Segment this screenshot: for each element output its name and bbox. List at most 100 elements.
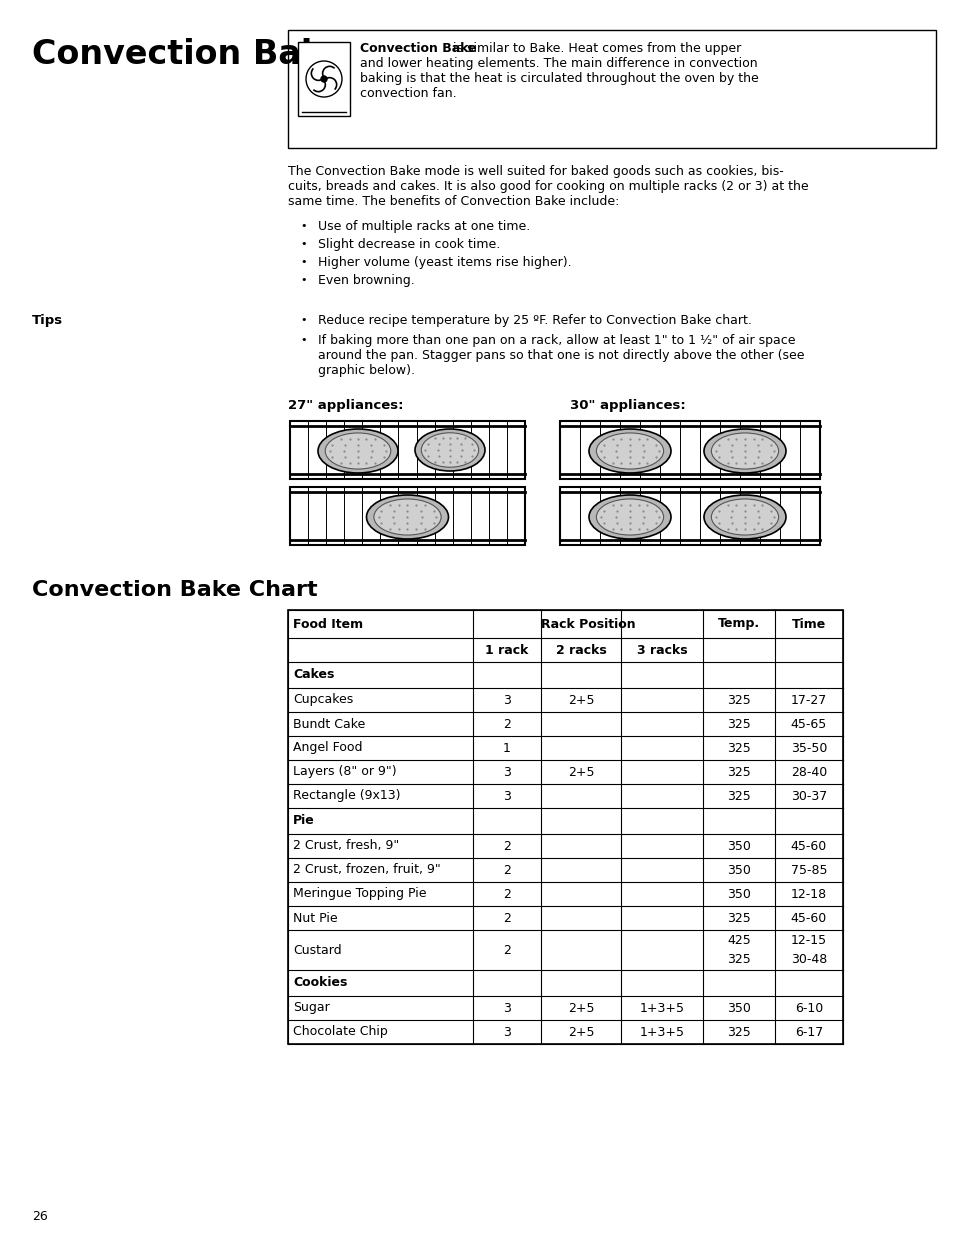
Text: •: •	[299, 221, 306, 231]
Text: 1 rack: 1 rack	[485, 643, 528, 657]
Text: 2: 2	[502, 840, 511, 852]
Bar	[290, 487, 524, 545]
Text: 17-27: 17-27	[790, 694, 826, 706]
Text: Cookies: Cookies	[293, 977, 347, 989]
Text: 2+5: 2+5	[567, 694, 594, 706]
Text: 350: 350	[726, 888, 750, 900]
Text: The Convection Bake mode is well suited for baked goods such as cookies, bis-: The Convection Bake mode is well suited …	[288, 165, 783, 178]
Text: 2: 2	[502, 888, 511, 900]
Text: Even browning.: Even browning.	[317, 274, 415, 287]
Text: Bundt Cake: Bundt Cake	[293, 718, 365, 730]
Text: same time. The benefits of Convection Bake include:: same time. The benefits of Convection Ba…	[288, 195, 618, 207]
Text: Temp.: Temp.	[718, 618, 760, 631]
Text: Tips: Tips	[32, 314, 63, 327]
Text: 27" appliances:: 27" appliances:	[288, 399, 403, 412]
Text: 1+3+5: 1+3+5	[639, 1025, 684, 1039]
Text: Higher volume (yeast items rise higher).: Higher volume (yeast items rise higher).	[317, 256, 571, 269]
Text: 6-17: 6-17	[794, 1025, 822, 1039]
Ellipse shape	[711, 499, 778, 535]
Text: convection fan.: convection fan.	[359, 86, 456, 100]
Text: graphic below).: graphic below).	[317, 364, 415, 377]
Text: 2+5: 2+5	[567, 1025, 594, 1039]
Text: •: •	[299, 315, 306, 325]
Ellipse shape	[366, 495, 448, 538]
Circle shape	[306, 61, 341, 98]
Text: 1+3+5: 1+3+5	[639, 1002, 684, 1014]
Circle shape	[320, 77, 327, 82]
Text: 35-50: 35-50	[790, 741, 826, 755]
Text: 45-65: 45-65	[790, 718, 826, 730]
Text: If baking more than one pan on a rack, allow at least 1" to 1 ½" of air space: If baking more than one pan on a rack, a…	[317, 333, 795, 347]
Text: and lower heating elements. The main difference in convection: and lower heating elements. The main dif…	[359, 57, 757, 70]
Bar	[290, 421, 524, 479]
Text: Custard: Custard	[293, 944, 341, 956]
Text: 325: 325	[726, 911, 750, 925]
Text: 325: 325	[726, 766, 750, 778]
Text: 2: 2	[502, 718, 511, 730]
Text: Reduce recipe temperature by 25 ºF. Refer to Convection Bake chart.: Reduce recipe temperature by 25 ºF. Refe…	[317, 314, 751, 327]
Ellipse shape	[421, 432, 478, 467]
Text: Angel Food: Angel Food	[293, 741, 362, 755]
Text: Convection Bake: Convection Bake	[32, 38, 344, 70]
Text: Use of multiple racks at one time.: Use of multiple racks at one time.	[317, 220, 530, 233]
Text: 325: 325	[726, 718, 750, 730]
Text: •: •	[299, 275, 306, 285]
Text: 3: 3	[502, 766, 511, 778]
Ellipse shape	[588, 495, 670, 538]
Ellipse shape	[374, 499, 440, 535]
Text: 325: 325	[726, 789, 750, 803]
Text: 3: 3	[502, 789, 511, 803]
Text: 325: 325	[726, 694, 750, 706]
Text: 2: 2	[502, 863, 511, 877]
Text: 2+5: 2+5	[567, 1002, 594, 1014]
Ellipse shape	[317, 429, 397, 473]
Ellipse shape	[325, 433, 391, 469]
Text: Slight decrease in cook time.: Slight decrease in cook time.	[317, 238, 499, 251]
Bar	[288, 30, 935, 148]
Text: Nut Pie: Nut Pie	[293, 911, 337, 925]
Text: Cupcakes: Cupcakes	[293, 694, 353, 706]
Ellipse shape	[588, 429, 670, 473]
Text: Cakes: Cakes	[293, 668, 334, 682]
Text: 12-18: 12-18	[790, 888, 826, 900]
Text: Layers (8" or 9"): Layers (8" or 9")	[293, 766, 396, 778]
Text: Convection Bake Chart: Convection Bake Chart	[32, 580, 317, 600]
Text: Food Item: Food Item	[293, 618, 363, 631]
Text: 2: 2	[502, 911, 511, 925]
Text: 325: 325	[726, 741, 750, 755]
Text: Pie: Pie	[293, 815, 314, 827]
Text: Sugar: Sugar	[293, 1002, 330, 1014]
Ellipse shape	[703, 429, 785, 473]
Ellipse shape	[596, 499, 663, 535]
Text: Chocolate Chip: Chocolate Chip	[293, 1025, 387, 1039]
Text: 6-10: 6-10	[794, 1002, 822, 1014]
Ellipse shape	[596, 433, 663, 469]
Text: Rack Position: Rack Position	[540, 618, 635, 631]
Text: 3: 3	[502, 1025, 511, 1039]
Text: 30-37: 30-37	[790, 789, 826, 803]
Text: Convection Bake: Convection Bake	[359, 42, 476, 56]
Text: 45-60: 45-60	[790, 840, 826, 852]
Text: is similar to Bake. Heat comes from the upper: is similar to Bake. Heat comes from the …	[449, 42, 740, 56]
Bar	[559, 487, 820, 545]
Text: 350: 350	[726, 840, 750, 852]
Text: 350: 350	[726, 863, 750, 877]
Text: 325: 325	[726, 1025, 750, 1039]
Bar	[297, 42, 350, 116]
Text: Time: Time	[791, 618, 825, 631]
Text: 2 Crust, frozen, fruit, 9": 2 Crust, frozen, fruit, 9"	[293, 863, 440, 877]
Text: 45-60: 45-60	[790, 911, 826, 925]
Text: 2 Crust, fresh, 9": 2 Crust, fresh, 9"	[293, 840, 399, 852]
Text: cuits, breads and cakes. It is also good for cooking on multiple racks (2 or 3) : cuits, breads and cakes. It is also good…	[288, 180, 808, 193]
Text: Rectangle (9x13): Rectangle (9x13)	[293, 789, 400, 803]
Text: •: •	[299, 257, 306, 267]
Text: 75-85: 75-85	[790, 863, 826, 877]
Text: baking is that the heat is circulated throughout the oven by the: baking is that the heat is circulated th…	[359, 72, 758, 85]
Text: 1: 1	[502, 741, 511, 755]
Bar	[288, 610, 842, 1044]
Text: 30" appliances:: 30" appliances:	[569, 399, 685, 412]
Bar	[559, 421, 820, 479]
Ellipse shape	[415, 429, 484, 471]
Text: 12-15
30-48: 12-15 30-48	[790, 934, 826, 966]
Text: 3: 3	[502, 1002, 511, 1014]
